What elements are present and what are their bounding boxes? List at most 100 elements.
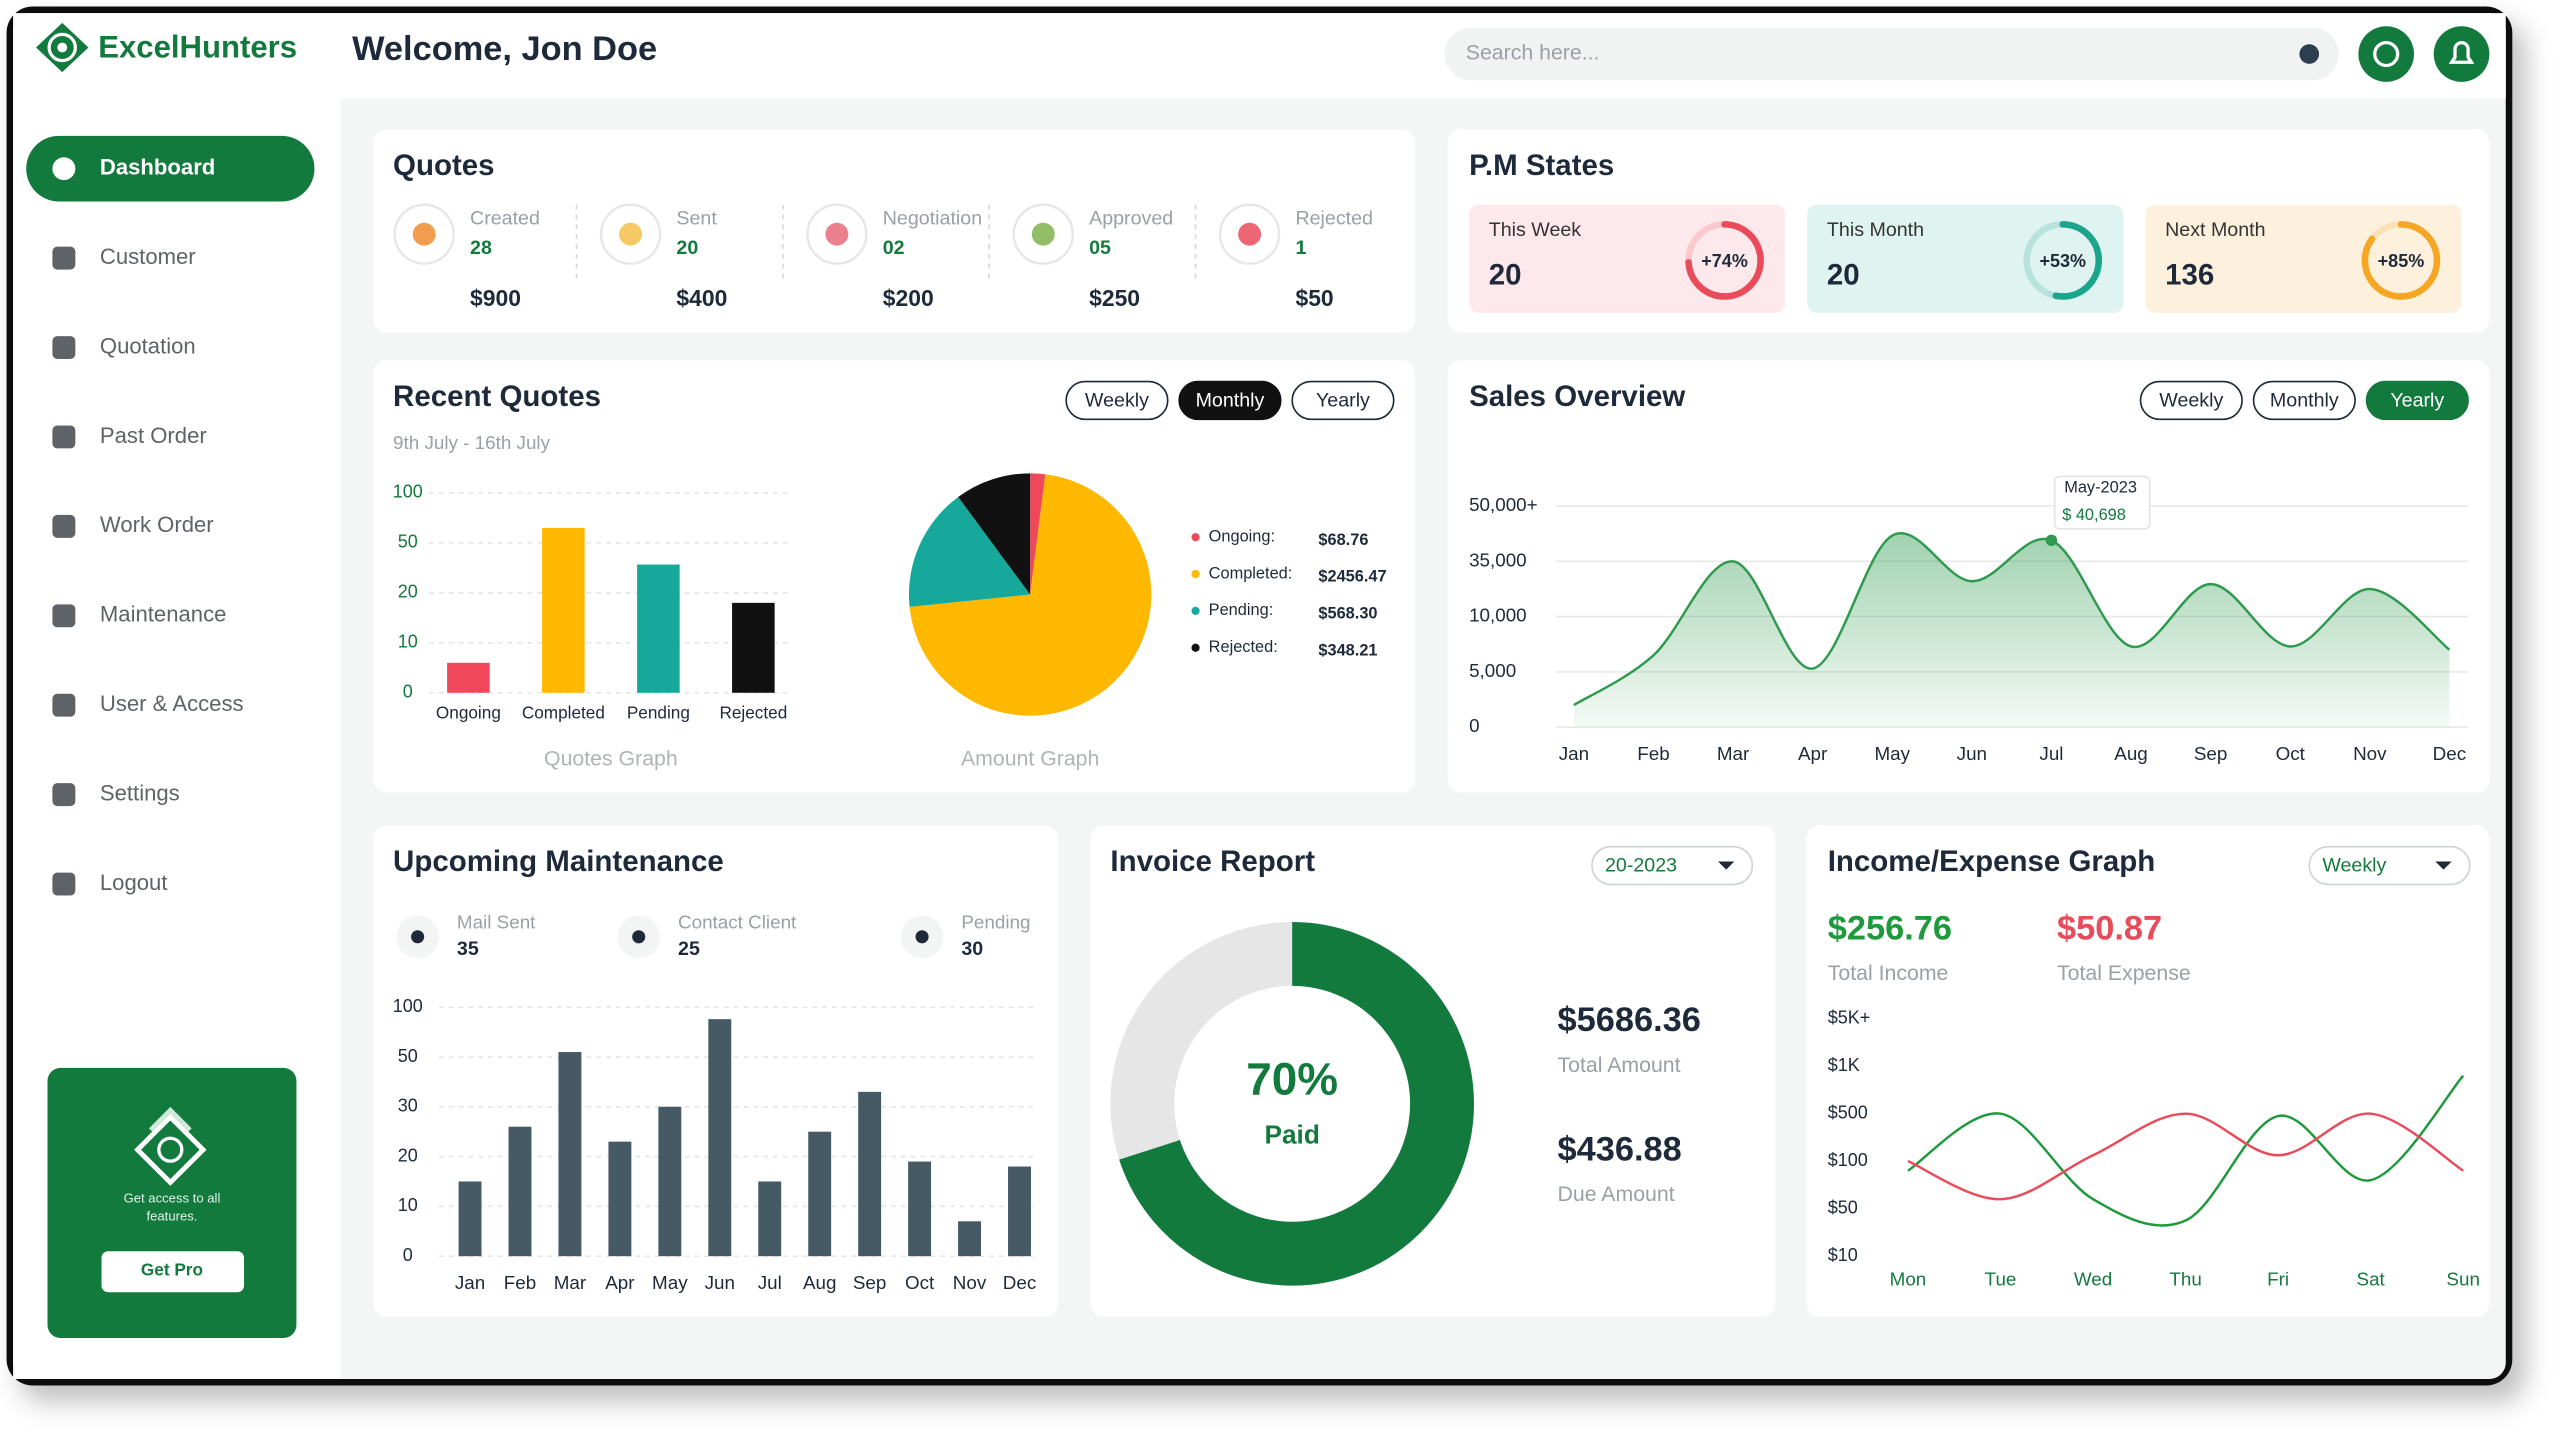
quote-label: Sent <box>676 208 717 230</box>
stat-value: 30 <box>961 938 983 960</box>
period-dropdown[interactable] <box>1591 845 1754 886</box>
x-tick-label: Feb <box>504 1272 536 1293</box>
search-icon[interactable] <box>2299 44 2320 64</box>
due-label: Due Amount <box>1558 1182 1675 1206</box>
quote-icon-glyph <box>412 222 436 246</box>
x-tick-label: Rejected <box>719 703 787 723</box>
card-title: P.M States <box>1469 149 1614 182</box>
expense-amount: $50.87 <box>2057 909 2162 947</box>
y-tick-label: 20 <box>398 582 418 602</box>
quote-count: 1 <box>1295 237 1306 259</box>
card-title: Invoice Report <box>1110 845 1315 878</box>
bar <box>508 1126 532 1257</box>
pm-ring <box>2361 221 2441 300</box>
pm-card <box>2145 204 2462 313</box>
nav-active-pill[interactable] <box>26 135 315 202</box>
y-tick-label: $1K <box>1828 1055 1860 1075</box>
x-tick-label: May <box>1874 743 1910 764</box>
y-tick-label: 10 <box>398 632 418 652</box>
bar <box>542 527 585 693</box>
x-tick-label: Fri <box>2267 1269 2289 1290</box>
bar <box>908 1161 932 1257</box>
bar <box>732 602 775 693</box>
stat-icon-glyph <box>915 930 929 944</box>
tab[interactable] <box>2139 380 2243 421</box>
search-box[interactable] <box>1444 27 2339 81</box>
card-title: Upcoming Maintenance <box>393 845 724 878</box>
notification-button[interactable] <box>2433 26 2490 82</box>
x-tick-label: Apr <box>1798 743 1827 764</box>
period-dropdown[interactable] <box>2308 845 2471 886</box>
stat-label: Contact Client <box>678 912 797 933</box>
y-tick-label: 50 <box>398 1046 418 1066</box>
get-pro-label: Get Pro <box>141 1259 203 1279</box>
bar <box>558 1052 582 1257</box>
nav-item: Customer <box>100 244 196 269</box>
x-tick-label: Aug <box>2114 743 2148 764</box>
x-tick-label: Jun <box>705 1272 735 1293</box>
nav-item: Logout <box>100 870 168 895</box>
y-tick-label: 20 <box>398 1145 418 1165</box>
stat-label: Pending <box>961 912 1030 933</box>
pm-label: This Week <box>1489 219 1582 241</box>
tooltip-title: May-2023 <box>2064 478 2137 496</box>
tab[interactable] <box>1065 380 1169 421</box>
y-tick-label: 35,000 <box>1469 549 1527 570</box>
quote-amount: $250 <box>1089 285 1140 311</box>
nav-icon <box>52 604 76 628</box>
y-tick-label: $500 <box>1828 1102 1868 1122</box>
clock-button[interactable] <box>2358 26 2415 82</box>
quote-label: Rejected <box>1295 208 1373 230</box>
nav-item: Past Order <box>100 423 207 448</box>
nav-icon <box>52 514 76 538</box>
x-tick-label: Oct <box>905 1272 935 1293</box>
search-placeholder: Search here... <box>1466 41 1600 65</box>
x-tick-label: Dec <box>2433 743 2466 764</box>
chart-caption: Quotes Graph <box>544 747 678 771</box>
quote-label: Created <box>470 208 540 230</box>
income-amount: $256.76 <box>1828 909 1952 947</box>
x-tick-label: Jul <box>2039 743 2063 764</box>
tab[interactable] <box>1178 380 1282 421</box>
nav-icon <box>52 425 76 449</box>
series-line <box>1907 1112 2464 1201</box>
tab[interactable] <box>2252 380 2356 421</box>
legend-amount: $68.76 <box>1318 531 1368 549</box>
tab[interactable] <box>2365 380 2469 421</box>
tooltip-value: $ 40,698 <box>2062 506 2126 524</box>
y-tick-label: 100 <box>393 482 423 502</box>
tab[interactable] <box>1291 380 1395 421</box>
income-expense-card <box>1806 825 2490 1317</box>
pm-value: 136 <box>2165 259 2214 292</box>
x-tick-label: Sun <box>2446 1269 2480 1290</box>
legend-label: Completed: <box>1209 564 1293 582</box>
expense-label: Total Expense <box>2057 961 2191 985</box>
x-tick-label: Pending <box>627 703 690 723</box>
total-amount: $5686.36 <box>1558 1001 1701 1039</box>
quote-amount: $400 <box>676 285 727 311</box>
y-tick-label: 100 <box>393 996 423 1016</box>
legend-label: Pending: <box>1209 601 1274 619</box>
bar <box>758 1181 782 1257</box>
legend-label: Ongoing: <box>1209 528 1275 546</box>
legend-dot <box>1191 569 1200 579</box>
bar <box>608 1141 632 1257</box>
quote-count: 05 <box>1089 237 1111 259</box>
brand-name: ExcelHunters <box>98 29 297 64</box>
y-tick-label: 30 <box>398 1096 418 1116</box>
x-tick-label: Dec <box>1003 1272 1036 1293</box>
get-pro-button[interactable] <box>101 1251 245 1293</box>
x-tick-label: Nov <box>2353 743 2387 764</box>
stat-icon-glyph <box>632 930 646 944</box>
quote-icon-glyph <box>1238 222 1262 246</box>
bar <box>708 1019 732 1257</box>
y-tick-label: $10 <box>1828 1245 1858 1265</box>
nav-item: Maintenance <box>100 602 227 627</box>
nav-icon <box>52 336 76 359</box>
nav-icon <box>52 157 76 181</box>
quotes-card <box>373 129 1416 333</box>
nav-item: Work Order <box>100 512 214 537</box>
x-tick-label: Mar <box>554 1272 586 1293</box>
quote-amount: $900 <box>470 285 521 311</box>
pm-card <box>1807 204 2124 313</box>
